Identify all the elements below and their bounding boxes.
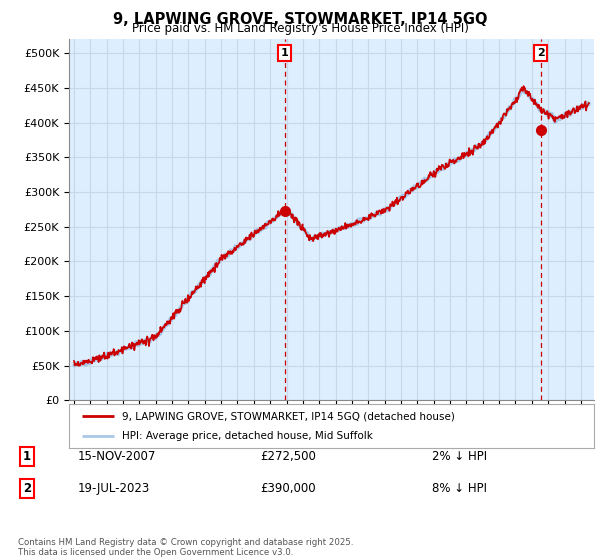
Text: 9, LAPWING GROVE, STOWMARKET, IP14 5GQ: 9, LAPWING GROVE, STOWMARKET, IP14 5GQ — [113, 12, 487, 27]
Text: 19-JUL-2023: 19-JUL-2023 — [78, 482, 150, 496]
Text: HPI: Average price, detached house, Mid Suffolk: HPI: Average price, detached house, Mid … — [121, 431, 373, 441]
Text: 2% ↓ HPI: 2% ↓ HPI — [432, 450, 487, 463]
Text: Contains HM Land Registry data © Crown copyright and database right 2025.
This d: Contains HM Land Registry data © Crown c… — [18, 538, 353, 557]
Text: 2: 2 — [23, 482, 31, 496]
Text: 9, LAPWING GROVE, STOWMARKET, IP14 5GQ (detached house): 9, LAPWING GROVE, STOWMARKET, IP14 5GQ (… — [121, 411, 454, 421]
Text: 15-NOV-2007: 15-NOV-2007 — [78, 450, 157, 463]
Text: £390,000: £390,000 — [260, 482, 316, 496]
Text: 1: 1 — [281, 48, 289, 58]
Text: 8% ↓ HPI: 8% ↓ HPI — [432, 482, 487, 496]
Text: £272,500: £272,500 — [260, 450, 316, 463]
Text: Price paid vs. HM Land Registry's House Price Index (HPI): Price paid vs. HM Land Registry's House … — [131, 22, 469, 35]
Text: 1: 1 — [23, 450, 31, 463]
Text: 2: 2 — [537, 48, 545, 58]
